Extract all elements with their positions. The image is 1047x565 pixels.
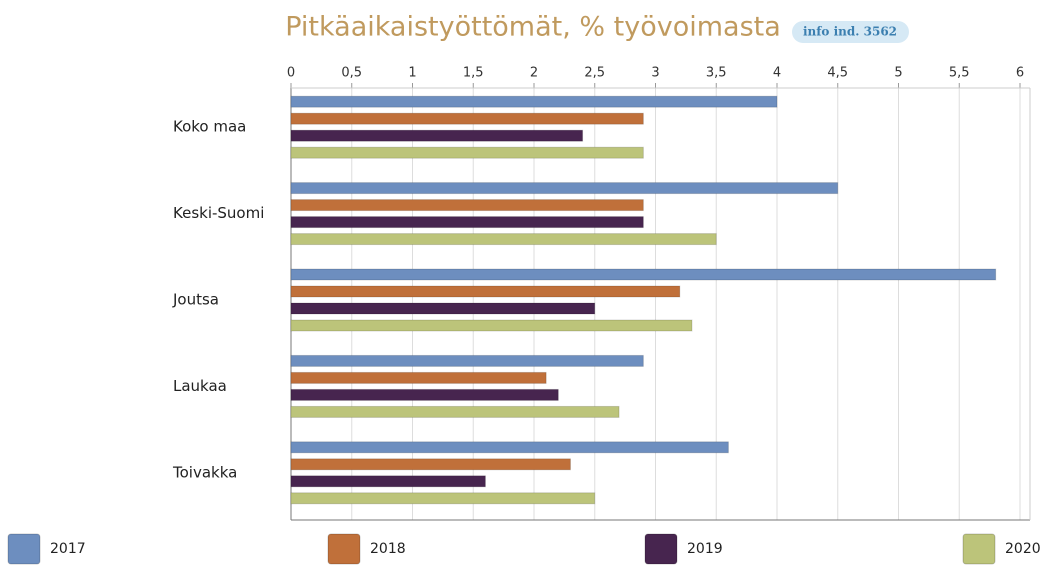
badge-bg[interactable] (792, 21, 909, 43)
x-tick-label: 6 (1016, 66, 1024, 81)
bar (290, 182, 839, 195)
x-tick-label: 0,5 (341, 66, 362, 81)
x-tick-label: 2,5 (584, 66, 605, 81)
bar (290, 112, 644, 125)
bar (290, 492, 596, 505)
y-tick-label: Toivakka (172, 463, 237, 481)
y-tick-label: Laukaa (173, 377, 227, 395)
bar (290, 146, 644, 159)
bar (290, 302, 596, 315)
chart-title: Pitkäaikaistyöttömät, % työvoimasta (285, 12, 781, 43)
legend-swatch (327, 533, 361, 565)
bar (290, 441, 729, 454)
x-tick-label: 5 (894, 66, 902, 81)
bar (290, 129, 584, 142)
legend-label: 2018 (370, 541, 406, 557)
bar (290, 199, 644, 212)
x-tick-label: 3,5 (706, 66, 727, 81)
bar (290, 458, 571, 471)
bar (290, 388, 559, 401)
y-tick-label: Keski-Suomi (173, 204, 264, 222)
x-tick-label: 0 (287, 66, 295, 81)
x-tick-label: 5,5 (949, 66, 970, 81)
bar (290, 354, 644, 367)
x-tick-label: 4,5 (827, 66, 848, 81)
bar (290, 371, 547, 384)
x-tick-label: 4 (773, 66, 781, 81)
bar (290, 475, 486, 488)
x-tick-label: 3 (651, 66, 659, 81)
bar (290, 216, 644, 229)
legend-swatch (644, 533, 678, 565)
bar (290, 319, 693, 332)
bar (290, 233, 717, 246)
y-tick-label: Koko maa (173, 118, 246, 136)
x-tick-label: 2 (530, 66, 538, 81)
bar (290, 285, 681, 298)
bar (290, 405, 620, 418)
bar (290, 95, 778, 108)
badge[interactable]: info ind. 3562 (803, 25, 897, 39)
x-tick-label: 1,5 (463, 66, 484, 81)
x-tick-label: 1 (408, 66, 416, 81)
legend-swatch (7, 533, 41, 565)
legend-swatch (962, 533, 996, 565)
y-tick-label: Joutsa (172, 291, 219, 309)
bar (290, 268, 997, 281)
legend-label: 2020 (1005, 541, 1041, 557)
legend-label: 2017 (50, 541, 86, 557)
legend-label: 2019 (687, 541, 723, 557)
